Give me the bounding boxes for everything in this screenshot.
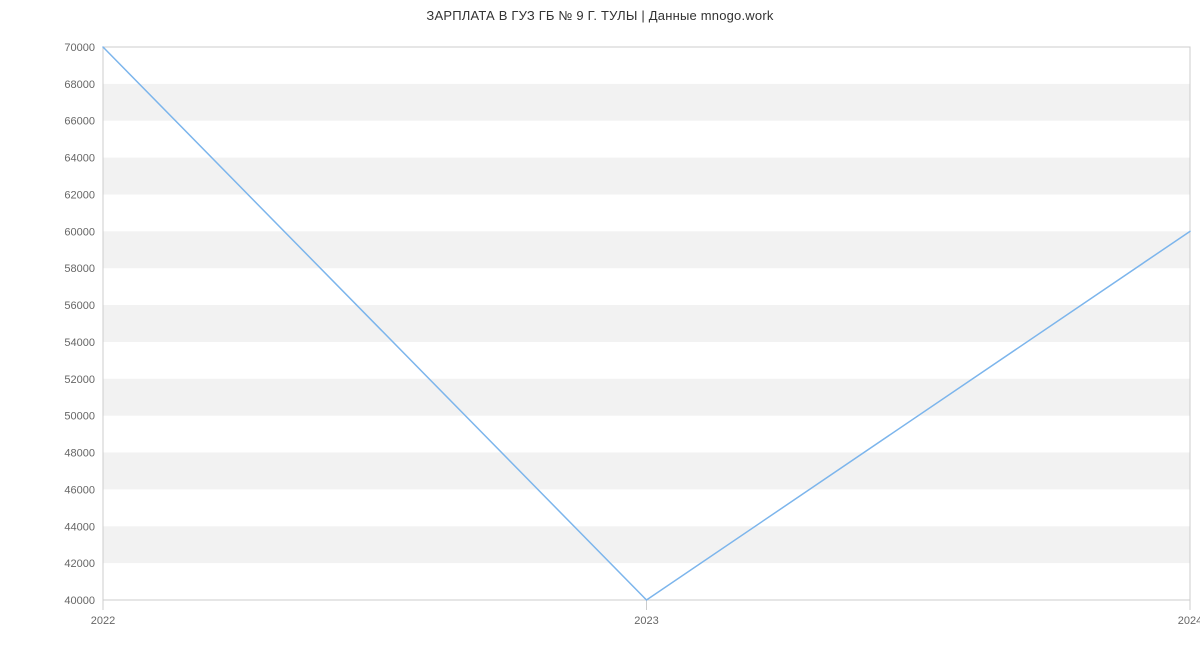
svg-text:40000: 40000 [64,595,95,607]
svg-text:70000: 70000 [64,42,95,54]
svg-text:60000: 60000 [64,226,95,238]
svg-text:52000: 52000 [64,374,95,386]
svg-text:44000: 44000 [64,521,95,533]
svg-text:46000: 46000 [64,484,95,496]
svg-text:62000: 62000 [64,189,95,201]
svg-text:56000: 56000 [64,300,95,312]
svg-text:48000: 48000 [64,448,95,460]
chart-svg: 40000 42000 44000 46000 48000 50000 52000 54000… [0,0,1200,650]
svg-text:68000: 68000 [64,79,95,91]
svg-text:2022: 2022 [91,615,115,627]
chart-title: ЗАРПЛАТА В ГУЗ ГБ № 9 Г. ТУЛЫ | Данные m… [0,8,1200,23]
svg-text:50000: 50000 [64,411,95,423]
svg-text:2023: 2023 [634,615,658,627]
svg-text:66000: 66000 [64,116,95,128]
svg-text:64000: 64000 [64,153,95,165]
svg-text:42000: 42000 [64,558,95,570]
svg-text:58000: 58000 [64,263,95,275]
svg-text:54000: 54000 [64,337,95,349]
svg-text:2024: 2024 [1178,615,1200,627]
salary-line-chart: ЗАРПЛАТА В ГУЗ ГБ № 9 Г. ТУЛЫ | Данные m… [0,0,1200,650]
